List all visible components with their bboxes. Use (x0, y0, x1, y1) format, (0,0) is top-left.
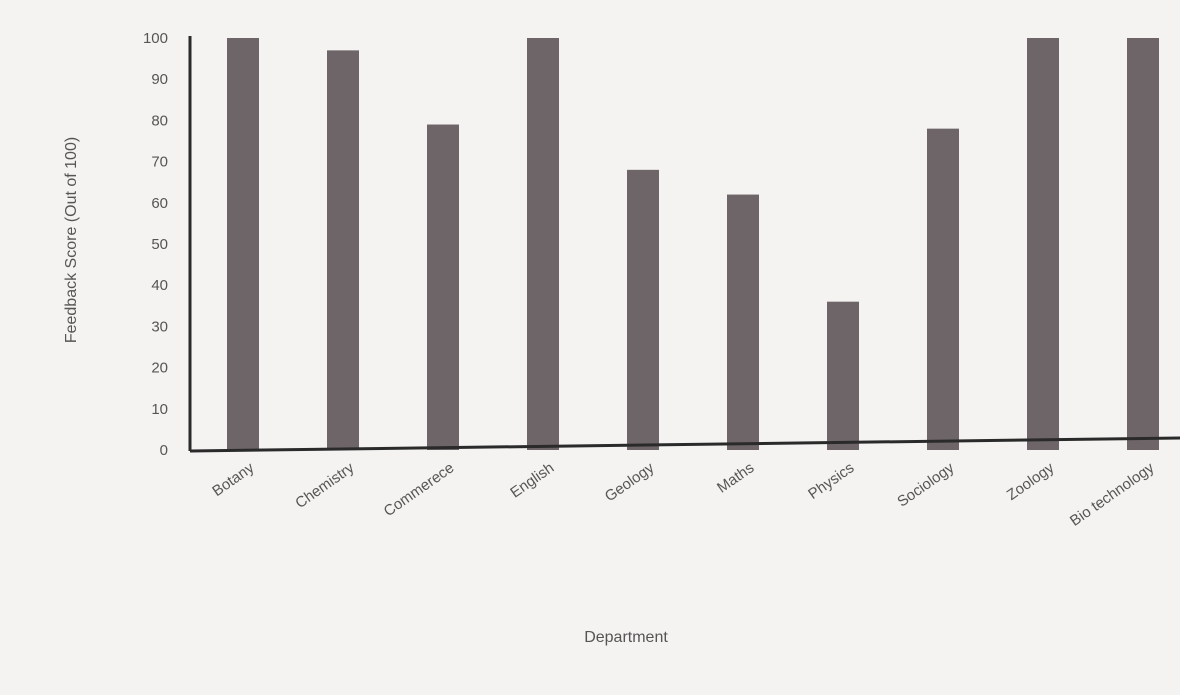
x-tick-label: Bio technology (1067, 459, 1158, 530)
bar-chemistry (327, 50, 359, 451)
x-tick-label: Botany (209, 459, 257, 500)
x-tick-label: Chemistry (292, 459, 357, 512)
x-tick-label: Commerece (381, 459, 458, 520)
axes-group (188, 36, 1180, 453)
y-tick-label: 80 (151, 112, 168, 129)
y-tick-label: 70 (151, 154, 168, 171)
bar-geology (627, 169, 659, 450)
y-tick-label: 50 (151, 236, 168, 253)
y-tick-label: 90 (151, 71, 168, 88)
x-tick-label: Maths (714, 459, 757, 496)
bar-zoology (1027, 38, 1059, 450)
bar-botany (227, 38, 259, 450)
bar-maths (727, 194, 759, 450)
bars-group (227, 38, 1159, 451)
bar-physics (827, 301, 859, 450)
bar-bio-technology (1127, 38, 1159, 450)
y-tick-label: 60 (151, 195, 168, 212)
x-tick-label: Zoology (1004, 459, 1058, 504)
y-tick-label: 40 (151, 277, 168, 294)
y-axis-title: Feedback Score (Out of 100) (63, 137, 80, 343)
x-axis-title: Department (584, 629, 668, 646)
y-tick-label: 10 (151, 401, 168, 418)
y-tick-label: 0 (160, 442, 168, 459)
x-tick-label: Physics (805, 459, 857, 503)
x-tick-label: English (507, 459, 557, 501)
y-tick-label: 100 (143, 30, 168, 47)
y-tick-label: 30 (151, 318, 168, 335)
x-axis-line (189, 436, 1180, 453)
x-tick-label: Sociology (894, 459, 957, 511)
y-tick-label: 20 (151, 360, 168, 377)
bar-english (527, 38, 559, 450)
x-tick-label: Geology (602, 459, 658, 505)
y-axis-ticks: 0 10 20 30 40 50 60 70 80 90 100 (143, 30, 168, 459)
x-axis-labels: Botany Chemistry Commerece English Geology Ma… (209, 459, 1157, 530)
bar-sociology (927, 128, 959, 450)
bar-commerece (427, 124, 459, 451)
